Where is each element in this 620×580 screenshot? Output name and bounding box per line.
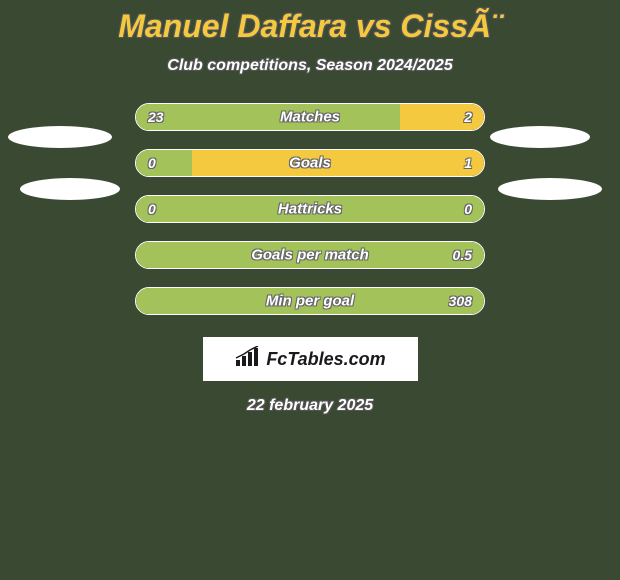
stat-value-right: 0.5 — [453, 247, 472, 263]
subtitle: Club competitions, Season 2024/2025 — [0, 57, 620, 75]
stat-row: Min per goal 308 — [0, 287, 620, 315]
stat-row: Goals 0 1 — [0, 149, 620, 177]
stat-value-right: 308 — [449, 293, 472, 309]
stat-bar: Goals per match 0.5 — [135, 241, 485, 269]
chart-icon — [234, 346, 262, 373]
stat-row: Goals per match 0.5 — [0, 241, 620, 269]
stat-label: Hattricks — [278, 201, 342, 218]
stat-value-left: 0 — [148, 155, 156, 171]
decor-ellipse — [20, 178, 120, 200]
stat-bar: Goals 0 1 — [135, 149, 485, 177]
logo-text: FcTables.com — [266, 349, 385, 370]
stat-label: Matches — [280, 109, 340, 126]
stat-value-right: 0 — [464, 201, 472, 217]
stat-value-right: 1 — [464, 155, 472, 171]
stat-value-right: 2 — [464, 109, 472, 125]
stat-bar: Hattricks 0 0 — [135, 195, 485, 223]
stat-bar-right — [192, 150, 484, 176]
site-logo[interactable]: FcTables.com — [203, 337, 418, 381]
decor-ellipse — [8, 126, 112, 148]
stat-bar-left — [136, 104, 400, 130]
stat-label: Goals — [289, 155, 331, 172]
decor-ellipse — [498, 178, 602, 200]
stat-label: Goals per match — [251, 247, 369, 264]
stat-bar: Min per goal 308 — [135, 287, 485, 315]
decor-ellipse — [490, 126, 590, 148]
date-label: 22 february 2025 — [0, 397, 620, 415]
stat-bar: Matches 23 2 — [135, 103, 485, 131]
stat-row: Hattricks 0 0 — [0, 195, 620, 223]
stat-label: Min per goal — [266, 293, 354, 310]
comparison-card: Manuel Daffara vs CissÃ¨ Club competitio… — [0, 0, 620, 580]
stat-bar-left — [136, 150, 192, 176]
page-title: Manuel Daffara vs CissÃ¨ — [0, 0, 620, 45]
stat-value-left: 0 — [148, 201, 156, 217]
stat-value-left: 23 — [148, 109, 164, 125]
